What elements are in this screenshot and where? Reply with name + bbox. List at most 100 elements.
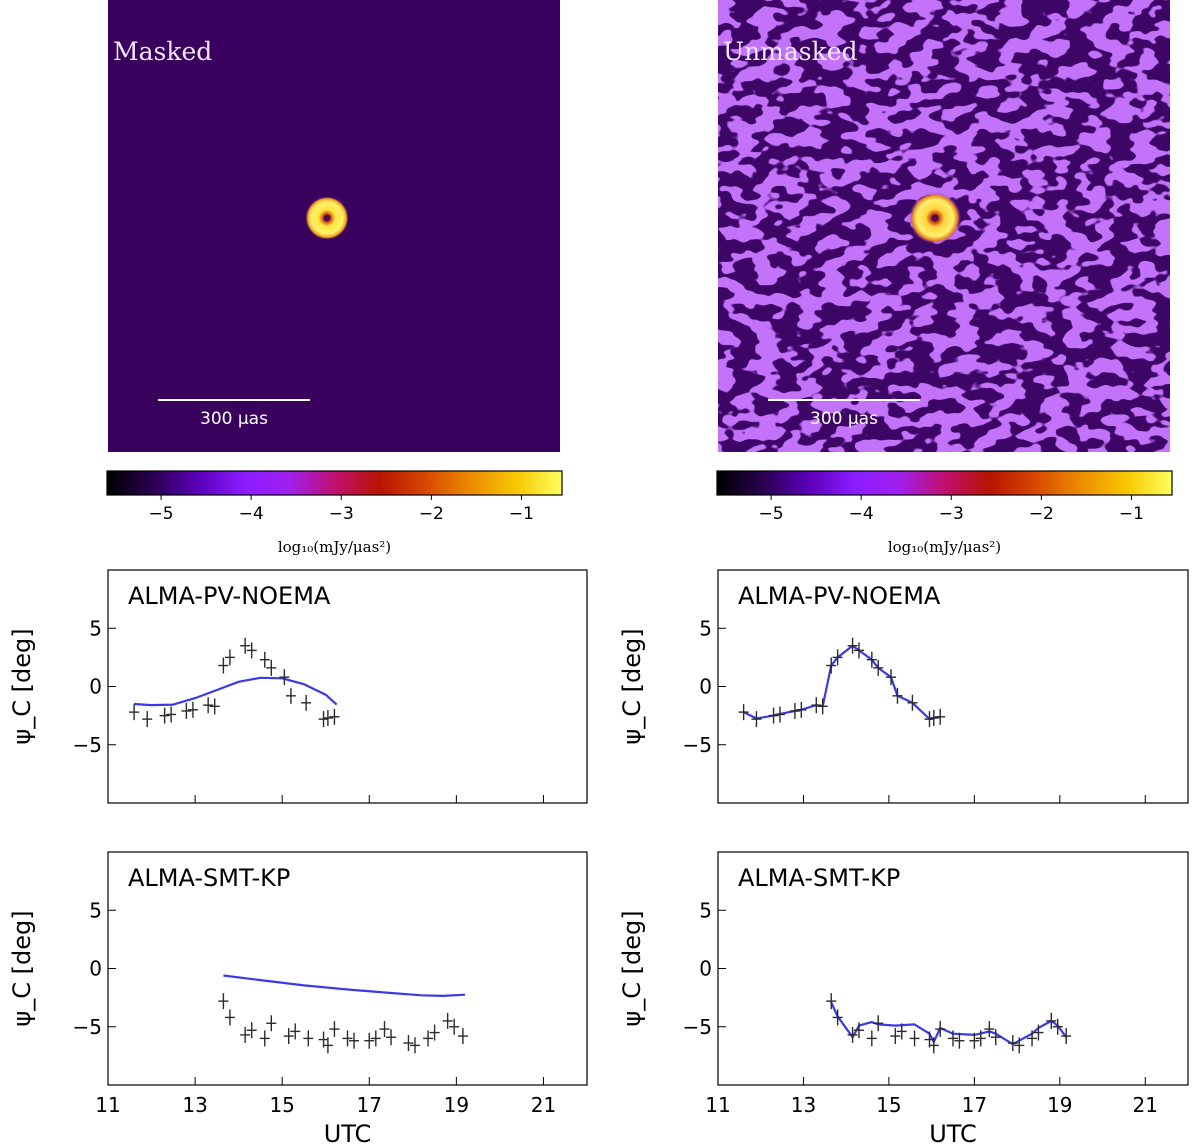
colorbar-tick-label: −2	[419, 504, 444, 524]
x-tick-label: 15	[269, 1093, 294, 1117]
masked-ring-hole	[323, 214, 331, 222]
data-point	[246, 642, 257, 659]
image-unmasked-label: Unmasked	[723, 37, 858, 66]
data-point	[847, 637, 858, 654]
data-point	[259, 651, 270, 668]
data-point	[129, 704, 140, 721]
data-point	[449, 1018, 460, 1035]
y-tick-label: 0	[89, 957, 102, 981]
data-point	[873, 1015, 884, 1032]
x-tick-label: 17	[357, 1093, 382, 1117]
data-point	[442, 1012, 453, 1029]
data-point	[322, 1037, 333, 1054]
data-point	[218, 993, 229, 1010]
x-tick-label: 13	[791, 1093, 816, 1117]
colorbar-left: −5 −4 −3 −2 −1 log₁₀(mJy/μas²)	[106, 470, 563, 556]
colorbar-label: log₁₀(mJy/μas²)	[888, 538, 1001, 556]
data-point	[924, 711, 935, 728]
x-axis-label: UTC	[929, 1120, 977, 1148]
data-point	[279, 669, 290, 686]
y-axis-label: ψ_C [deg]	[618, 910, 646, 1026]
model-line	[830, 1001, 1068, 1046]
data-point	[866, 651, 877, 668]
data-point	[948, 1030, 958, 1047]
plot-title: ALMA-PV-NOEMA	[128, 582, 331, 610]
data-point	[259, 1030, 270, 1047]
data-point	[832, 1009, 843, 1026]
data-point	[975, 1030, 986, 1047]
data-point	[403, 1035, 414, 1052]
x-tick-label: 17	[962, 1093, 987, 1117]
colorbar-tick-label: −5	[759, 504, 784, 524]
colorbar-tick-label: −3	[939, 504, 964, 524]
data-point	[166, 706, 177, 723]
data-point	[342, 1030, 353, 1047]
data-point	[240, 1026, 251, 1043]
data-point	[379, 1021, 390, 1038]
data-point	[1007, 1035, 1018, 1052]
data-point	[349, 1032, 360, 1049]
plot-unmasked-alma-smt-kp: ALMA-SMT-KP 5 0 −5 11 13 15 17 19 21 ψ_C [deg] UTC	[618, 851, 1189, 1148]
unmasked-ring-hole	[931, 214, 939, 222]
data-point	[984, 1021, 995, 1038]
data-point	[866, 1030, 877, 1047]
data-point	[266, 659, 277, 676]
colorbar-tick-label: −5	[149, 504, 174, 524]
data-point	[181, 702, 192, 719]
data-point	[303, 1030, 314, 1047]
data-point	[826, 657, 837, 674]
data-point	[1033, 1024, 1044, 1041]
colorbar-tick-label: −1	[509, 504, 534, 524]
colorbar-right: −5 −4 −3 −2 −1 log₁₀(mJy/μas²)	[716, 470, 1173, 556]
data-point	[990, 1029, 1001, 1046]
colorbar-tick-label: −1	[1119, 504, 1144, 524]
data-point	[142, 711, 153, 728]
colorbar-tick-label: −4	[239, 504, 264, 524]
data-point	[896, 1023, 907, 1040]
data-point	[409, 1037, 420, 1054]
data-point	[751, 711, 762, 728]
data-point	[774, 706, 785, 723]
model-line	[223, 974, 466, 998]
y-tick-label: 0	[89, 675, 102, 699]
data-point	[329, 1021, 340, 1038]
data-point	[429, 1024, 440, 1041]
data-point	[907, 694, 918, 711]
y-tick-label: −5	[683, 733, 712, 757]
data-point	[285, 687, 296, 704]
plot-title: ALMA-PV-NOEMA	[738, 582, 941, 610]
data-point	[928, 1037, 939, 1054]
data-point	[240, 637, 251, 654]
data-point	[935, 1021, 946, 1038]
colorbar-label: log₁₀(mJy/μas²)	[278, 538, 391, 556]
data-point	[847, 1026, 858, 1043]
plot-unmasked-alma-pv-noema: ALMA-PV-NOEMA 5 0 −5 ψ_C [deg]	[618, 569, 1189, 804]
data-point	[738, 704, 749, 721]
data-point	[318, 711, 329, 728]
colorbar-tick-label: −3	[329, 504, 354, 524]
model-line	[134, 676, 338, 707]
colorbar-tick-label: −4	[849, 504, 874, 524]
colorbar-gradient	[106, 470, 563, 496]
plot-masked-alma-pv-noema: ALMA-PV-NOEMA 5 0 −5 ψ_C [deg]	[8, 569, 588, 804]
data-point	[789, 702, 800, 719]
x-tick-label: 21	[531, 1093, 556, 1117]
data-point	[224, 1009, 235, 1026]
data-point	[854, 1022, 864, 1039]
data-point	[329, 708, 340, 725]
y-tick-label: 5	[699, 616, 712, 640]
data-point	[423, 1030, 434, 1047]
data-point	[266, 1015, 277, 1032]
data-point	[1046, 1012, 1057, 1029]
data-point	[457, 1028, 468, 1045]
data-point	[928, 709, 939, 726]
data-point	[364, 1032, 375, 1049]
data-point	[159, 707, 170, 724]
data-point	[826, 993, 837, 1010]
y-tick-label: −5	[73, 1015, 102, 1039]
x-tick-label: 13	[182, 1093, 207, 1117]
data-point	[1014, 1037, 1025, 1054]
data-point	[209, 698, 220, 715]
data-point	[246, 1022, 257, 1039]
